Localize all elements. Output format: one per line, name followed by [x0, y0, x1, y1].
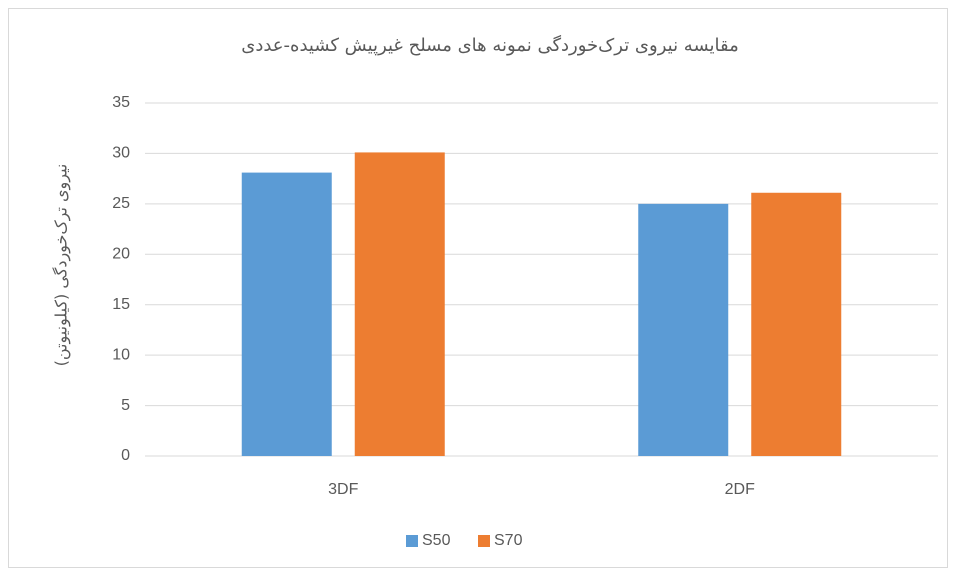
x-tick-label: 2DF	[725, 481, 755, 498]
legend-label: S50	[422, 532, 451, 549]
x-tick-label: 3DF	[328, 481, 358, 498]
y-tick-label: 10	[112, 346, 130, 363]
y-tick-label: 25	[112, 195, 130, 212]
bar	[751, 192, 842, 456]
bar	[638, 203, 729, 456]
y-tick-label: 30	[112, 145, 130, 162]
legend-swatch	[406, 535, 418, 547]
bar	[241, 172, 332, 456]
y-tick-label: 5	[121, 397, 130, 414]
chart-title: مقایسه نیروی ترک‌خوردگی نمونه های مسلح غ…	[241, 34, 739, 56]
y-tick-label: 35	[112, 94, 130, 111]
legend-swatch	[478, 535, 490, 547]
y-tick-label: 20	[112, 246, 130, 263]
y-axis-label: نیروی ترک‌خوردگی (کیلونیوتن)	[52, 164, 72, 367]
y-tick-label: 0	[121, 447, 130, 464]
legend-label: S70	[494, 532, 523, 549]
y-tick-label: 15	[112, 296, 130, 313]
bar	[354, 152, 445, 457]
